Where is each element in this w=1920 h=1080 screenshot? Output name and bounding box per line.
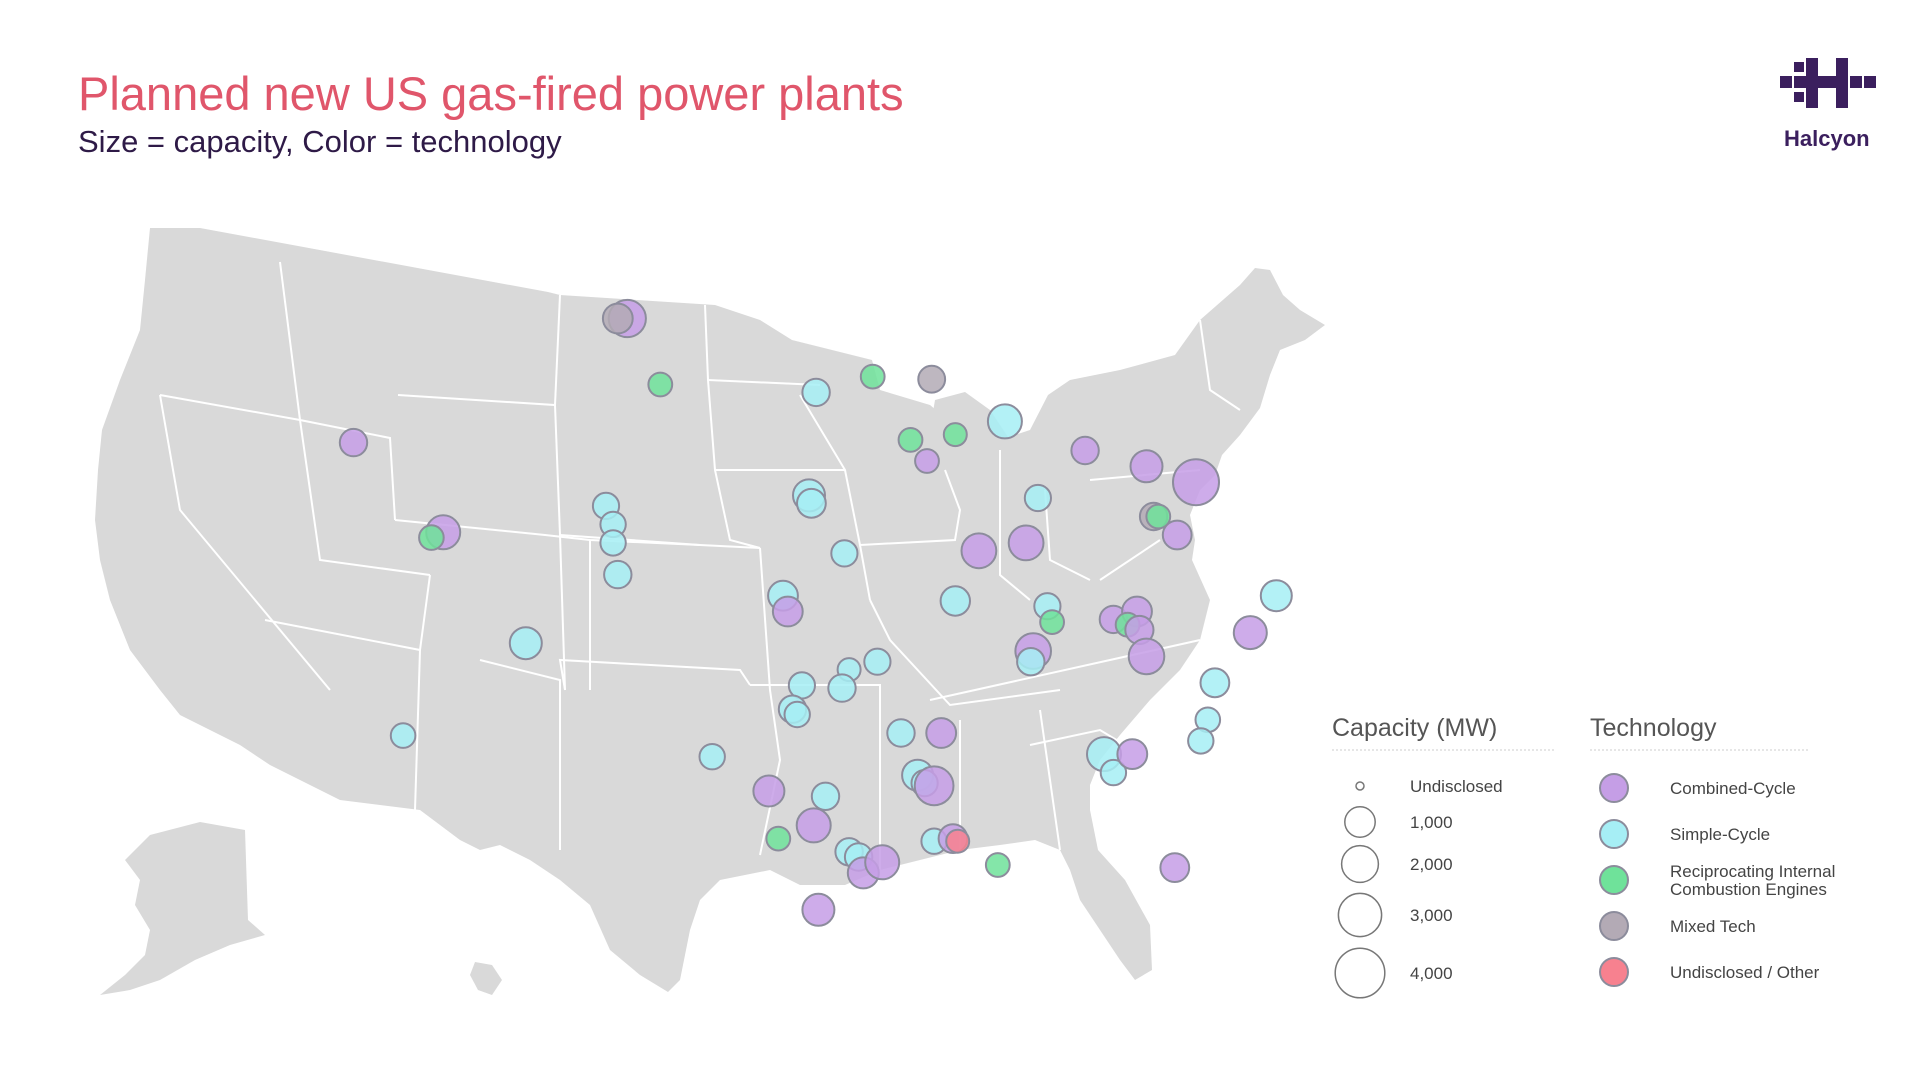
plant-bubble-cc <box>1159 852 1191 883</box>
page-title: Planned new US gas-fired power plants <box>78 67 904 120</box>
plant-bubble-mixed <box>917 364 947 394</box>
plant-bubble-mixed <box>601 302 634 335</box>
plant-bubble-sc <box>986 403 1023 440</box>
technology-legend: Technology Combined-Cycle Simple-Cycle Rec… <box>1590 714 1835 987</box>
plant-bubble-cc <box>1172 458 1220 507</box>
plant-bubble-cc <box>1161 519 1193 551</box>
plant-bubble-rice <box>1145 503 1172 530</box>
plant-bubble-sc <box>827 673 857 703</box>
plant-bubble-sc <box>810 781 841 811</box>
technology-legend-swatch <box>1599 911 1629 941</box>
plant-bubble-cc <box>1007 524 1045 562</box>
plant-bubble-cc <box>1116 738 1149 770</box>
technology-legend-label: Combined-Cycle <box>1670 779 1796 798</box>
capacity-legend-label: 2,000 <box>1410 855 1453 874</box>
technology-legend-items: Combined-Cycle Simple-Cycle Reciprocating … <box>1599 773 1835 987</box>
plant-bubble-cc <box>338 427 369 458</box>
halcyon-logo-icon <box>1780 58 1876 108</box>
plant-bubble-rice <box>765 825 792 852</box>
plant-bubble-cc <box>864 844 901 881</box>
plant-bubble-cc <box>1070 435 1100 466</box>
technology-legend-swatch <box>1599 865 1629 895</box>
plant-bubble-sc <box>796 487 827 519</box>
halcyon-logo-word: Halcyon <box>1784 126 1870 151</box>
plant-bubble-rice <box>647 371 674 398</box>
plant-bubble-rice <box>859 363 886 390</box>
capacity-legend-label: Undisclosed <box>1410 777 1503 796</box>
plant-bubble-rice <box>984 852 1011 878</box>
plant-bubble-cc <box>913 765 955 807</box>
technology-legend-swatch <box>1599 819 1629 849</box>
plant-bubble-sc <box>1187 727 1215 755</box>
plant-bubble-sc <box>1023 483 1053 513</box>
plant-bubble-sc <box>1099 758 1128 787</box>
plant-bubble-cc <box>960 532 998 570</box>
capacity-legend-circle <box>1344 806 1376 838</box>
plant-bubble-sc <box>1199 667 1231 699</box>
capacity-legend-circle <box>1334 947 1386 999</box>
technology-legend-label: Undisclosed / Other <box>1670 963 1820 982</box>
plant-bubble-sc <box>939 585 971 617</box>
plant-bubble-cc <box>795 807 832 844</box>
plant-bubbles <box>338 298 1293 927</box>
plant-bubble-cc <box>752 774 786 808</box>
plant-bubble-rice <box>897 427 924 453</box>
technology-legend-label: Combustion Engines <box>1670 880 1827 899</box>
plant-bubble-sc <box>698 743 726 771</box>
capacity-legend-circle <box>1337 892 1383 938</box>
technology-legend-label: Simple-Cycle <box>1670 825 1770 844</box>
plant-bubble-cc <box>801 892 836 927</box>
plant-bubble-cc <box>771 595 804 628</box>
capacity-legend-label: 4,000 <box>1410 964 1453 983</box>
plant-bubble-rice <box>418 524 445 551</box>
plant-bubble-rice <box>1039 609 1065 635</box>
plant-bubble-sc <box>801 377 831 408</box>
plant-bubble-sc <box>783 700 811 729</box>
plant-bubble-other <box>945 828 971 854</box>
plant-bubble-cc <box>1232 615 1268 651</box>
plant-bubble-sc <box>1259 579 1293 613</box>
plant-bubble-sc <box>603 559 633 590</box>
technology-legend-title: Technology <box>1590 714 1717 742</box>
plant-bubble-sc <box>886 718 916 748</box>
alaska-shape <box>100 822 265 995</box>
plant-bubble-cc <box>925 717 958 749</box>
land <box>95 228 1325 995</box>
plant-bubble-sc <box>599 529 627 557</box>
contiguous-us-shape <box>95 228 1325 992</box>
state-borders <box>159 261 1241 870</box>
plant-bubble-cc <box>914 448 940 474</box>
plant-bubble-sc <box>508 626 543 661</box>
capacity-legend-label: 3,000 <box>1410 906 1453 925</box>
plant-bubble-sc <box>830 539 859 568</box>
halcyon-logo <box>1780 58 1880 158</box>
capacity-legend-label: 1,000 <box>1410 813 1453 832</box>
capacity-legend-title: Capacity (MW) <box>1332 714 1497 742</box>
capacity-legend-circle <box>1340 844 1380 884</box>
plant-bubble-cc <box>1129 449 1164 484</box>
page-subtitle: Size = capacity, Color = technology <box>78 124 562 159</box>
technology-legend-label: Reciprocating Internal <box>1670 862 1835 881</box>
technology-legend-swatch <box>1599 773 1629 803</box>
hawaii-shape <box>470 962 502 995</box>
capacity-legend-items: Undisclosed 1,000 2,000 3,000 4,000 <box>1334 777 1503 999</box>
plant-bubble-sc <box>1016 647 1046 677</box>
capacity-legend: Capacity (MW) Undisclosed 1,000 2,000 3,000… <box>1332 714 1555 999</box>
technology-legend-label: Mixed Tech <box>1670 917 1756 936</box>
technology-legend-swatch <box>1599 957 1629 987</box>
plant-bubble-rice <box>942 422 968 448</box>
plant-bubble-cc <box>1127 637 1166 676</box>
plant-bubble-sc <box>389 722 417 749</box>
plant-bubble-sc <box>863 647 892 676</box>
capacity-legend-circle <box>1355 781 1365 791</box>
